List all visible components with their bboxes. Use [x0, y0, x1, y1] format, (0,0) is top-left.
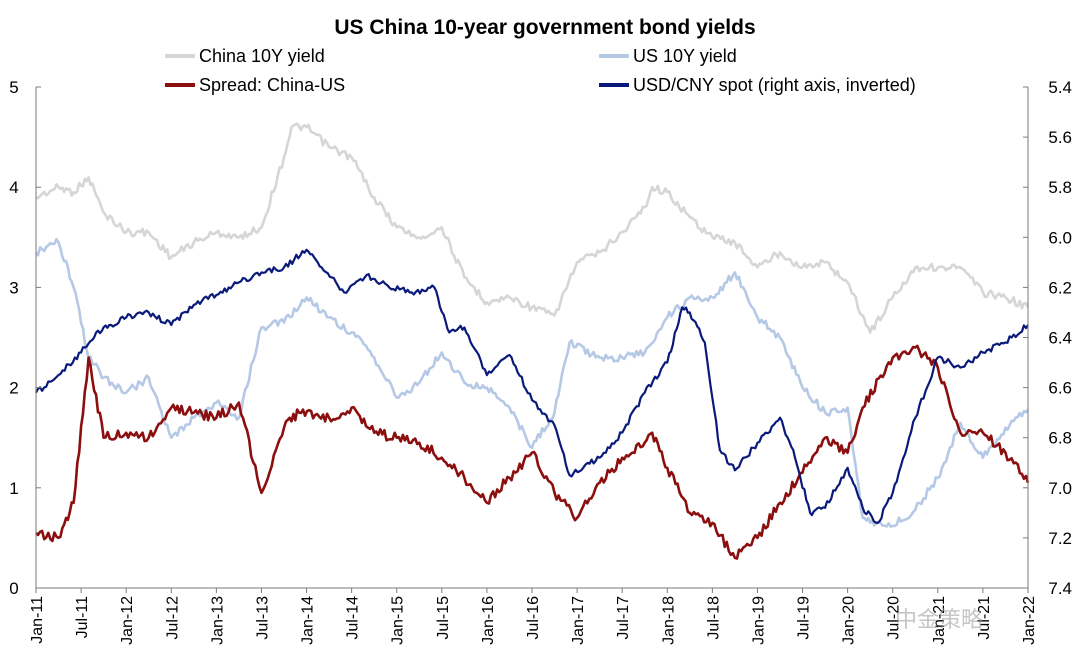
axes: 0 1 2 3 4 5 5.4 5.6 5.8 6.0 6.2 6.4 6.6 6.8 7.0 7.2 7.4 J…: [9, 78, 1072, 645]
x-tick-label: Jan-12: [119, 596, 136, 645]
x-tick-label: Jan-14: [300, 596, 317, 645]
x-tick-label: Jul-19: [796, 596, 813, 640]
x-tick-label: Jul-17: [615, 596, 632, 640]
series-line-3: [35, 344, 1030, 560]
left-tick-label: 2: [9, 379, 18, 398]
x-tick-label: Jan-22: [1021, 596, 1038, 645]
x-tick-label: Jan-20: [841, 596, 858, 645]
right-tick-label: 6.4: [1048, 329, 1072, 348]
x-tick-label: Jan-17: [570, 596, 587, 645]
x-tick-label: Jul-13: [254, 596, 271, 640]
legend-label: China 10Y yield: [199, 46, 325, 66]
series-line-4: [35, 248, 1029, 524]
right-tick-label: 5.4: [1048, 78, 1072, 97]
right-tick-label: 5.8: [1048, 178, 1072, 197]
right-tick-label: 5.6: [1048, 128, 1072, 147]
left-tick-label: 3: [9, 278, 18, 297]
x-tick-label: Jan-21: [931, 596, 948, 645]
x-tick-label: Jan-15: [390, 596, 407, 645]
x-tick-label: Jan-11: [29, 596, 46, 644]
x-tick-label: Jul-21: [976, 596, 993, 640]
watermark: 中金策略: [895, 608, 984, 633]
x-tick-label: Jan-13: [209, 596, 226, 645]
left-tick-label: 4: [9, 178, 18, 197]
right-tick-label: 7.0: [1048, 479, 1072, 498]
legend-label: USD/CNY spot (right axis, inverted): [633, 75, 916, 95]
right-tick-label: 7.4: [1048, 579, 1072, 598]
left-tick-label: 5: [9, 78, 18, 97]
legend: China 10Y yield US 10Y yield Spread: China…: [165, 46, 916, 95]
legend-label: US 10Y yield: [633, 46, 737, 66]
x-tick-label: Jan-19: [750, 596, 767, 645]
left-tick-label: 0: [9, 579, 18, 598]
x-tick-label: Jul-18: [705, 596, 722, 640]
series-line-2: [34, 238, 1030, 528]
x-tick-label: Jan-16: [480, 596, 497, 645]
right-tick-label: 6.6: [1048, 379, 1072, 398]
x-tick-label: Jul-16: [525, 596, 542, 640]
chart-title: US China 10-year government bond yields: [334, 16, 755, 39]
legend-label: Spread: China-US: [199, 75, 345, 95]
right-tick-label: 7.2: [1048, 529, 1072, 548]
x-tick-label: Jul-14: [345, 596, 362, 640]
right-tick-label: 6.8: [1048, 429, 1072, 448]
plot-area: [34, 122, 1030, 560]
x-tick-label: Jul-15: [435, 596, 452, 640]
x-tick-label: Jul-20: [886, 596, 903, 640]
right-tick-label: 6.2: [1048, 278, 1072, 297]
x-tick-label: Jan-18: [660, 596, 677, 645]
left-tick-label: 1: [9, 479, 18, 498]
x-tick-label: Jul-12: [164, 596, 181, 640]
series-line-1: [35, 122, 1030, 334]
x-tick-label: Jul-11: [74, 596, 91, 638]
right-tick-label: 6.0: [1048, 228, 1072, 247]
